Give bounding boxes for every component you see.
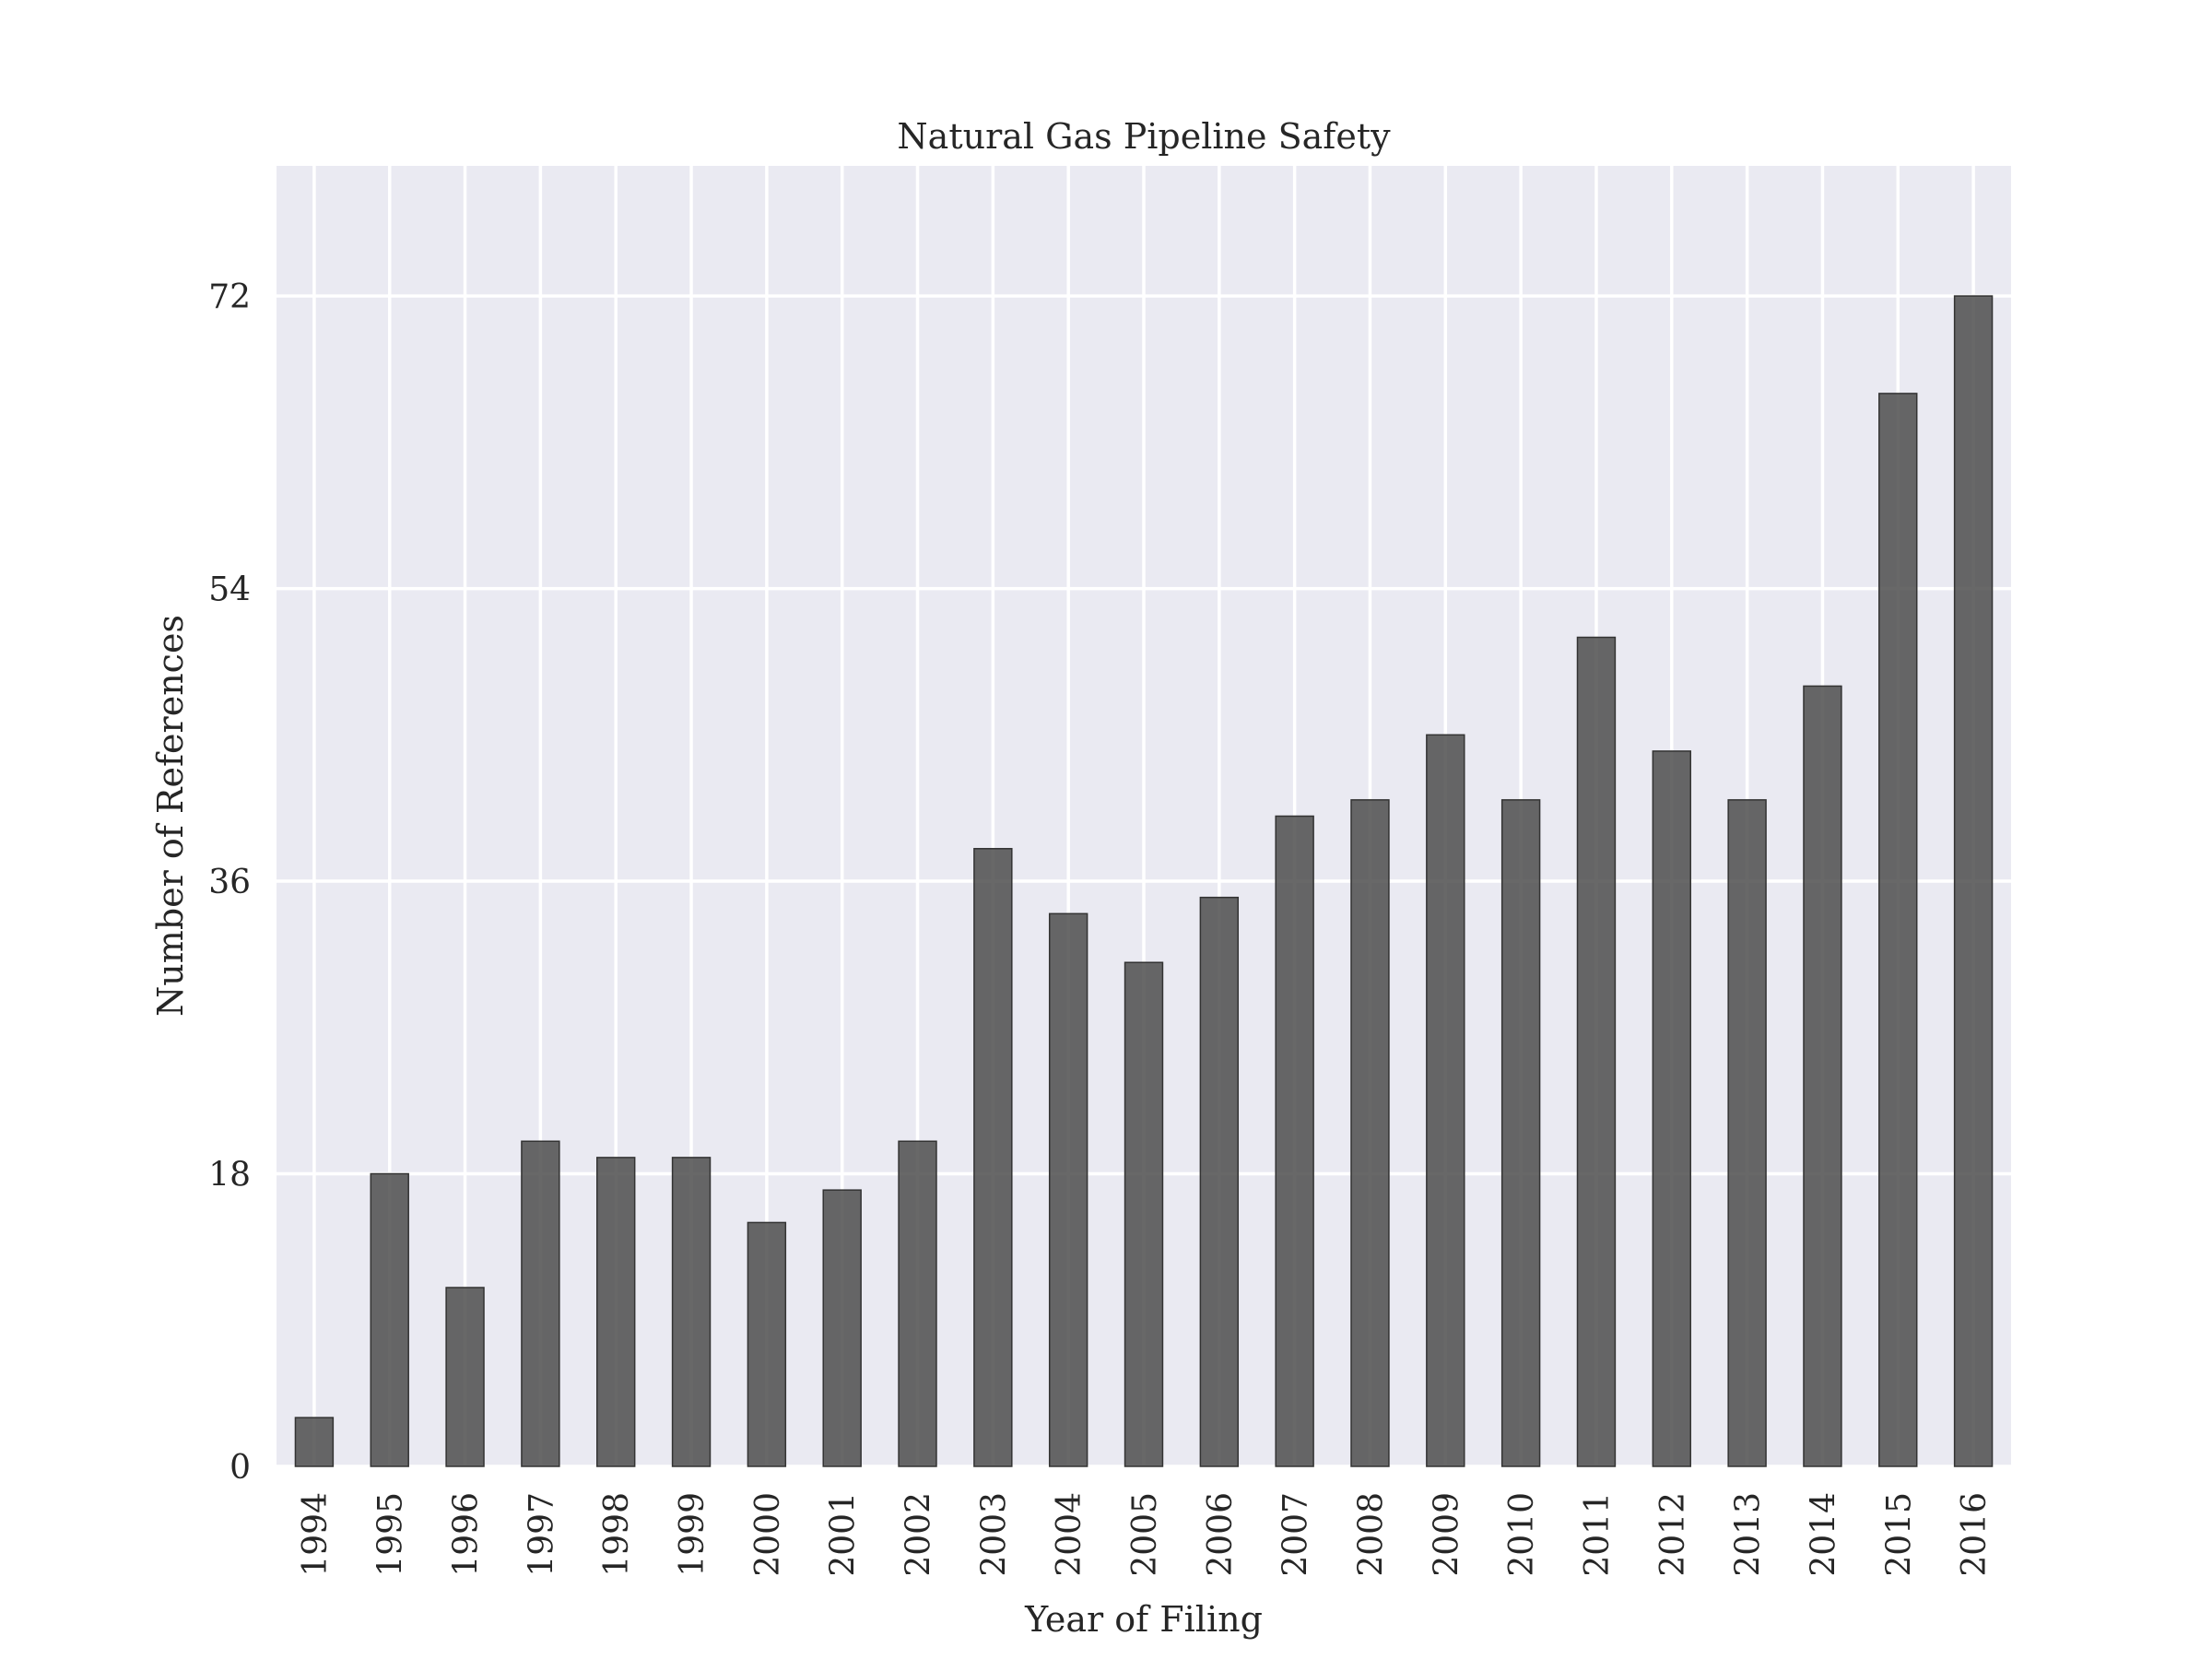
x-tick-label: 1995 — [372, 1492, 410, 1577]
bar-2002 — [898, 1140, 937, 1467]
x-tick-label: 2006 — [1202, 1492, 1240, 1577]
y-tick-label: 18 — [208, 1157, 251, 1194]
x-tick-label: 2012 — [1654, 1492, 1692, 1577]
x-tick-label: 2004 — [1051, 1492, 1088, 1577]
y-tick-label: 0 — [229, 1449, 251, 1487]
bar-2005 — [1124, 961, 1164, 1467]
x-tick-label: 2008 — [1352, 1492, 1390, 1577]
bar-2006 — [1199, 896, 1240, 1467]
chart-title: Natural Gas Pipeline Safety — [897, 116, 1391, 157]
x-tick-labels: 1994 1995 1996 1997 1998 1999 2000 2001 2002 2003… — [297, 1492, 1994, 1577]
bar-2014 — [1803, 685, 1842, 1467]
x-tick-label: 2011 — [1579, 1492, 1617, 1577]
bars — [294, 295, 1994, 1467]
x-tick-label: 1997 — [523, 1492, 560, 1577]
x-tick-label: 2007 — [1277, 1492, 1315, 1577]
bar-2003 — [973, 848, 1013, 1467]
x-tick-label: 2003 — [975, 1492, 1013, 1577]
x-tick-label: 1998 — [598, 1492, 636, 1577]
x-tick-label: 2009 — [1428, 1492, 1465, 1577]
y-tick-labels: 0 18 36 54 72 — [208, 278, 251, 1487]
bar-1999 — [671, 1157, 712, 1467]
bar-1994 — [294, 1417, 335, 1467]
bar-1997 — [521, 1140, 560, 1467]
bar-1998 — [596, 1157, 636, 1467]
y-axis-label: Number of References — [150, 615, 191, 1017]
x-tick-label: 2010 — [1503, 1492, 1541, 1577]
y-tick-label: 36 — [208, 864, 251, 901]
x-tick-label: 2001 — [825, 1492, 863, 1577]
bar-2000 — [747, 1221, 787, 1467]
bar-2007 — [1275, 815, 1314, 1467]
bar-2010 — [1500, 799, 1541, 1467]
bar-2004 — [1048, 912, 1088, 1467]
x-tick-label: 2005 — [1126, 1492, 1164, 1577]
bar-2009 — [1426, 734, 1465, 1467]
x-tick-label: 2013 — [1730, 1492, 1768, 1577]
bar-1995 — [370, 1172, 409, 1467]
bar-2001 — [822, 1189, 862, 1467]
bar-1996 — [445, 1287, 485, 1467]
bar-2013 — [1727, 799, 1767, 1467]
x-tick-label: 1996 — [448, 1492, 486, 1577]
x-axis-label: Year of Filing — [1024, 1599, 1263, 1640]
x-tick-label: 2014 — [1805, 1492, 1842, 1577]
x-tick-label: 2002 — [900, 1492, 938, 1577]
bar-2011 — [1576, 636, 1617, 1467]
bar-2012 — [1652, 750, 1691, 1467]
y-tick-label: 54 — [208, 571, 251, 609]
bar-2015 — [1878, 393, 1918, 1467]
x-tick-label: 2000 — [749, 1492, 787, 1577]
bar-2016 — [1953, 295, 1994, 1467]
bar-2008 — [1350, 799, 1390, 1467]
x-tick-label: 2016 — [1956, 1492, 1994, 1577]
x-tick-label: 1999 — [674, 1492, 712, 1577]
y-tick-label: 72 — [208, 278, 251, 316]
x-tick-label: 1994 — [297, 1492, 335, 1577]
x-tick-label: 2015 — [1880, 1492, 1918, 1577]
